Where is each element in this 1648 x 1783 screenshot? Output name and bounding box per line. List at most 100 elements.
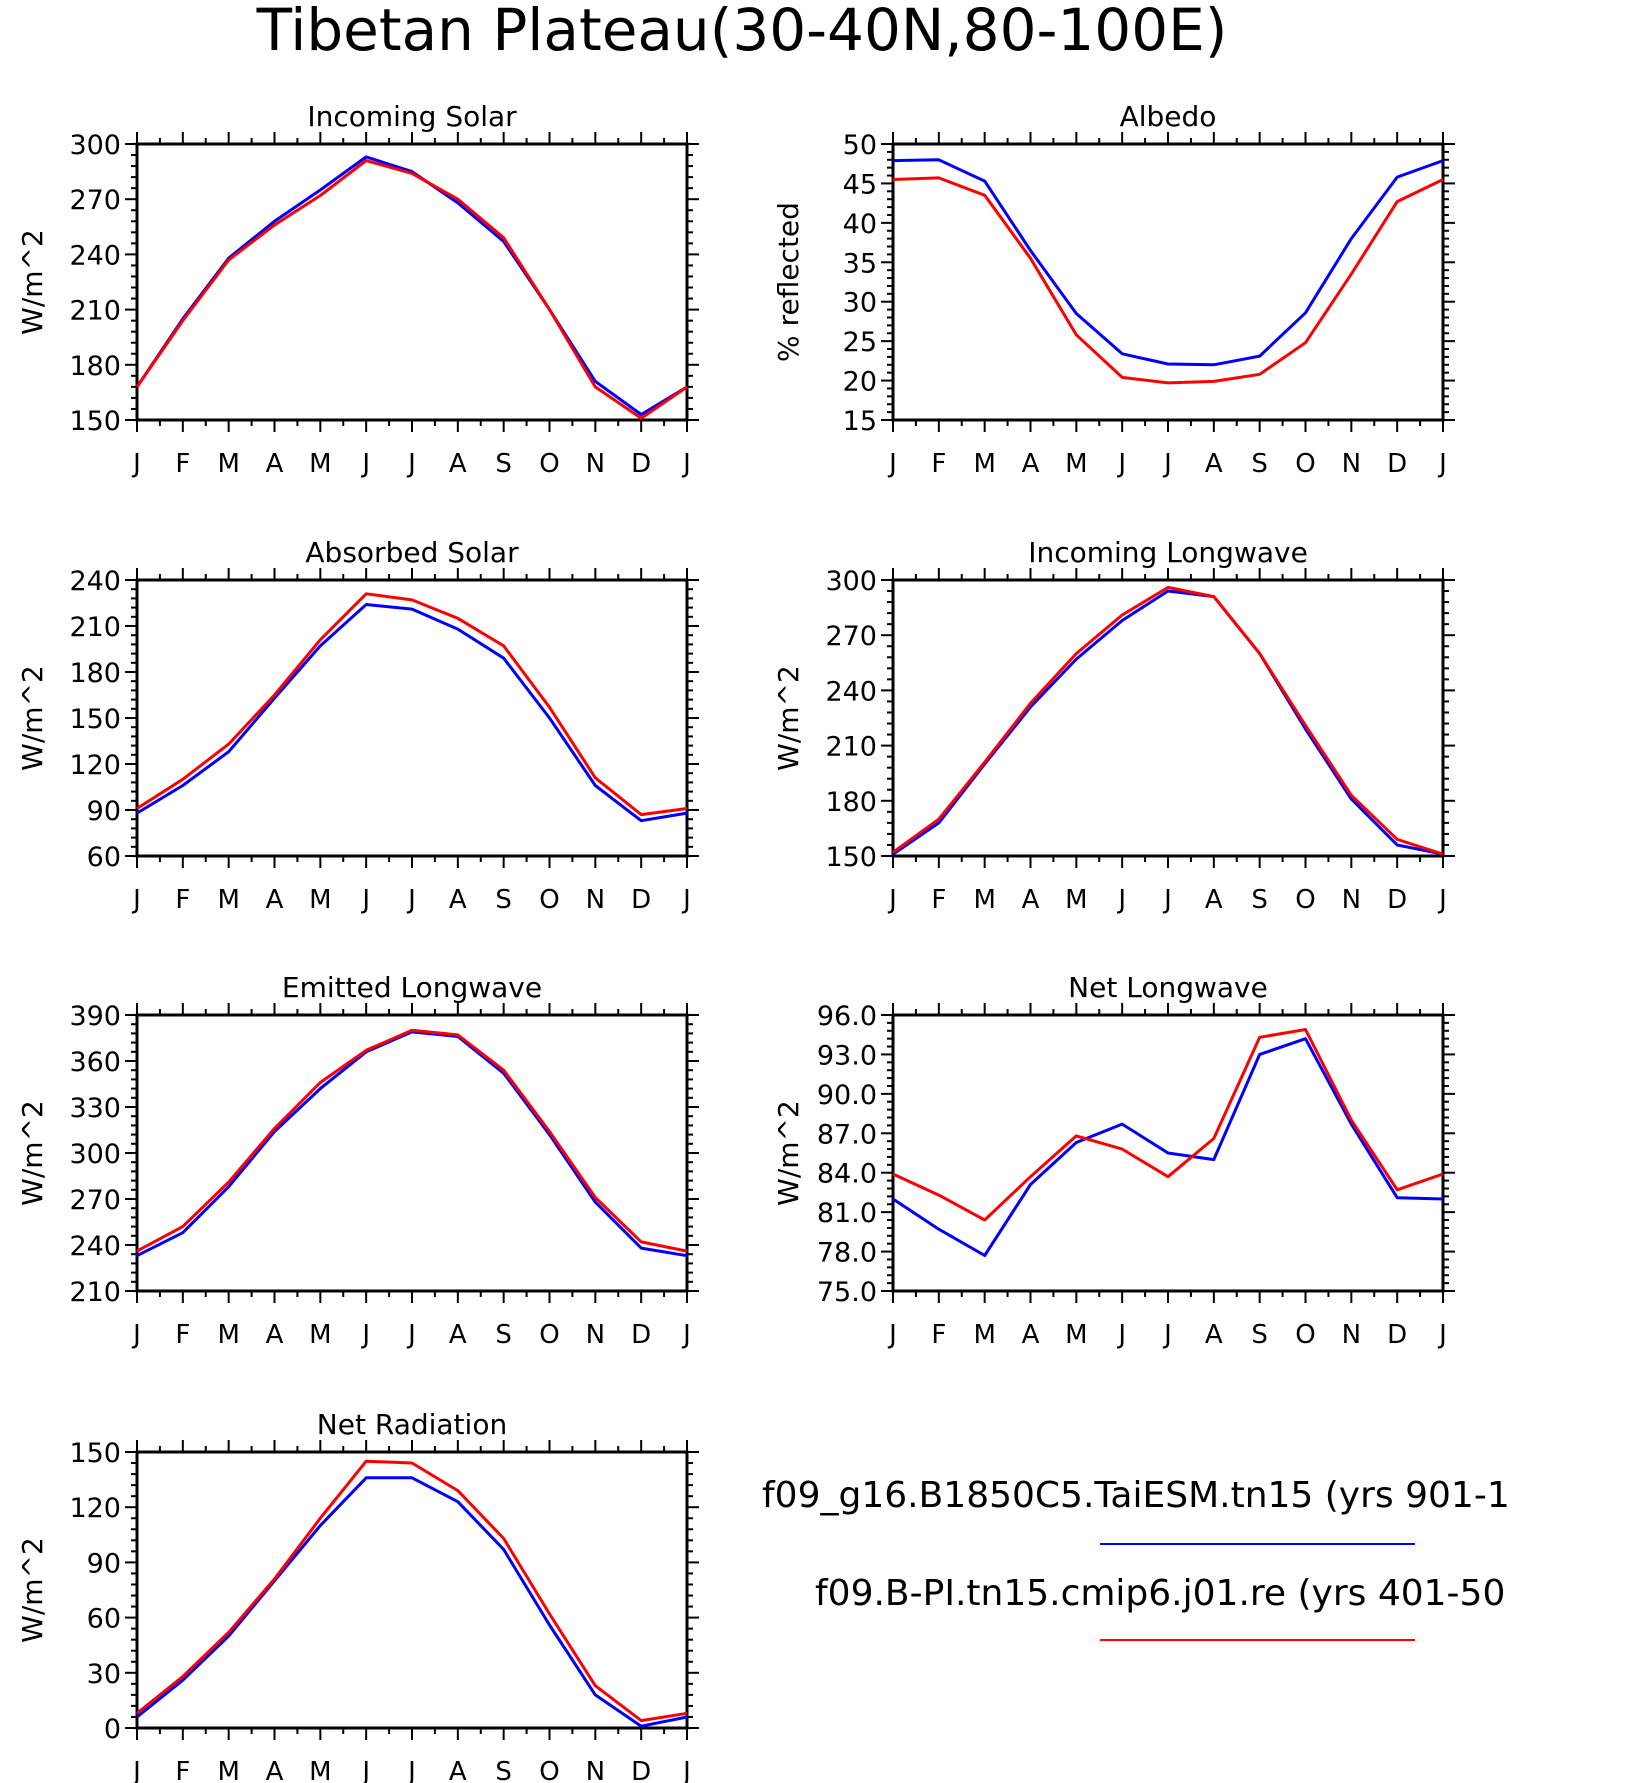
x-tick-label: F — [175, 449, 190, 479]
y-tick-label: 75.0 — [817, 1277, 877, 1308]
plot-frame — [135, 1450, 689, 1730]
y-tick-label: 300 — [69, 1139, 121, 1170]
x-tick-label: D — [631, 885, 651, 915]
series-line-taiesm — [892, 589, 1444, 856]
y-tick-label: 180 — [825, 787, 877, 818]
x-tick-label: J — [131, 449, 141, 479]
x-tick-label: M — [973, 885, 995, 915]
y-tick-label: 390 — [69, 1001, 121, 1032]
x-tick-label: J — [681, 1320, 691, 1350]
panel-absorbed-solar: J F M A M J J A S O N D J6090120150180210240Absorbed… — [16, 536, 699, 915]
x-tick-label: A — [1022, 1320, 1040, 1350]
y-tick-label: 96.0 — [817, 1001, 877, 1032]
panel-title: Incoming Longwave — [1028, 536, 1308, 569]
x-tick-label: A — [1205, 885, 1223, 915]
panel-title: Emitted Longwave — [282, 971, 542, 1004]
x-tick-label: J — [681, 449, 691, 479]
x-tick-label: D — [631, 449, 651, 479]
x-tick-label: J — [1116, 885, 1126, 915]
x-tick-label: O — [539, 885, 559, 915]
x-tick-label: N — [1342, 1320, 1361, 1350]
y-tick-label: 240 — [69, 1231, 121, 1262]
y-tick-label: 120 — [69, 1493, 121, 1524]
x-tick-label: M — [217, 449, 239, 479]
y-tick-label: 81.0 — [817, 1198, 877, 1229]
x-tick-label: O — [1295, 1320, 1315, 1350]
series-line-taiesm — [135, 155, 688, 416]
x-tick-label: D — [1387, 449, 1407, 479]
y-tick-label: 150 — [69, 704, 121, 735]
series-line-taiesm — [892, 158, 1444, 367]
x-tick-label: J — [1437, 885, 1447, 915]
x-tick-label: J — [887, 885, 897, 915]
plot-frame — [135, 1013, 689, 1293]
y-tick-label: 210 — [825, 732, 877, 763]
x-tick-label: N — [1342, 449, 1361, 479]
x-tick-label: D — [631, 1320, 651, 1350]
y-tick-label: 45 — [843, 169, 877, 200]
x-tick-label: O — [1295, 885, 1315, 915]
y-tick-label: 240 — [825, 676, 877, 707]
y-tick-label: 270 — [825, 621, 877, 652]
x-tick-label: A — [449, 885, 467, 915]
y-tick-label: 180 — [69, 351, 121, 382]
x-tick-label: M — [1065, 1320, 1087, 1350]
series-line-taiesm — [136, 1476, 688, 1728]
y-axis-label: W/m^2 — [772, 1100, 805, 1206]
y-tick-label: 20 — [843, 367, 877, 398]
x-tick-label: D — [631, 1757, 651, 1783]
y-tick-label: 270 — [69, 1185, 121, 1216]
x-tick-label: O — [539, 1320, 559, 1350]
x-tick-label: F — [931, 1320, 946, 1350]
legend-label-cmip6: f09.B-PI.tn15.cmip6.j01.re (yrs 401-50 — [815, 1573, 1505, 1614]
x-tick-label: M — [309, 1320, 331, 1350]
x-tick-label: F — [175, 885, 190, 915]
y-tick-label: 270 — [69, 185, 121, 216]
series-line-taiesm — [136, 1030, 688, 1258]
x-tick-label: S — [495, 449, 512, 479]
y-tick-label: 87.0 — [817, 1119, 877, 1150]
y-tick-label: 150 — [825, 842, 877, 873]
y-tick-label: 180 — [69, 658, 121, 689]
x-tick-label: J — [1116, 1320, 1126, 1350]
x-tick-label: N — [586, 1320, 605, 1350]
x-tick-label: A — [1022, 449, 1040, 479]
x-tick-label: S — [495, 1320, 512, 1350]
legend: f09_g16.B1850C5.TaiESM.tn15 (yrs 901-1 f… — [762, 1475, 1510, 1641]
x-tick-label: J — [681, 885, 691, 915]
x-tick-label: F — [931, 449, 946, 479]
x-tick-label: J — [360, 449, 370, 479]
y-axis-label: W/m^2 — [16, 1100, 49, 1206]
plot-frame — [891, 578, 1445, 858]
chart-panels: J F M A M J J A S O N D J150180210240270300Incoming … — [16, 100, 1455, 1783]
x-tick-label: M — [973, 449, 995, 479]
x-tick-label: O — [1295, 449, 1315, 479]
x-tick-label: J — [360, 885, 370, 915]
y-axis-label: W/m^2 — [772, 665, 805, 771]
panel-title: Incoming Solar — [307, 100, 517, 133]
y-tick-label: 90 — [87, 796, 121, 827]
x-tick-label: J — [131, 1757, 141, 1783]
panel-title: Net Longwave — [1068, 971, 1268, 1004]
y-tick-label: 330 — [69, 1093, 121, 1124]
x-tick-label: A — [449, 1757, 467, 1783]
series-line-cmip6 — [135, 159, 688, 420]
plot-frame — [135, 578, 689, 858]
x-tick-label: A — [449, 1320, 467, 1350]
y-axis-label: % reflected — [772, 202, 805, 362]
figure-title: Tibetan Plateau(30-40N,80-100E) — [256, 0, 1228, 64]
x-tick-label: D — [1387, 885, 1407, 915]
y-tick-label: 210 — [69, 1277, 121, 1308]
y-tick-label: 40 — [843, 209, 877, 240]
y-tick-label: 60 — [87, 1604, 121, 1635]
y-tick-label: 300 — [825, 566, 877, 597]
y-tick-label: 210 — [69, 296, 121, 327]
y-tick-label: 84.0 — [817, 1159, 877, 1190]
plot-frame — [135, 142, 689, 422]
x-tick-label: J — [360, 1757, 370, 1783]
x-tick-label: J — [406, 449, 416, 479]
y-tick-label: 240 — [69, 240, 121, 271]
y-tick-label: 78.0 — [817, 1238, 877, 1269]
x-tick-label: J — [1437, 449, 1447, 479]
